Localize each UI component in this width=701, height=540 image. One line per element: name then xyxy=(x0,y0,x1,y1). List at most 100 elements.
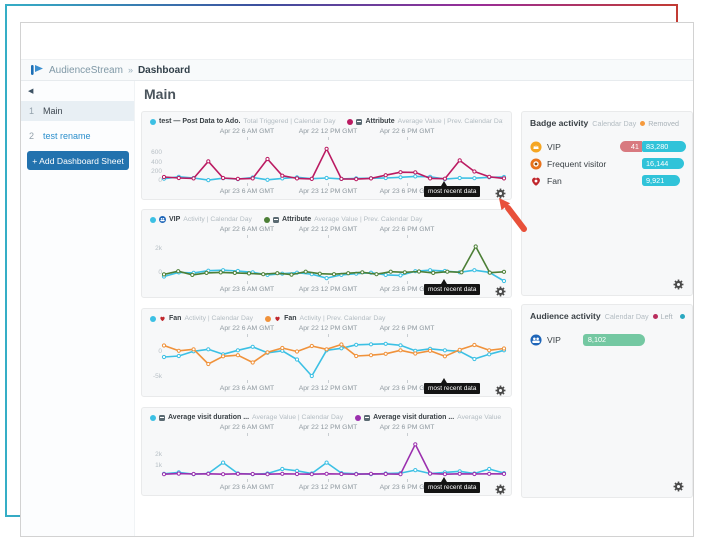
legend-entry: Attribute Average Value | Prev. Calendar… xyxy=(263,216,423,223)
gear-icon[interactable] xyxy=(495,284,506,297)
series-meta: Total Triggered | Calendar Day xyxy=(243,118,336,125)
most-recent-data-tooltip: most recent data xyxy=(424,284,481,295)
line-chart xyxy=(161,146,507,183)
attribute-icon xyxy=(272,216,279,223)
gear-icon[interactable] xyxy=(495,383,506,396)
x-tick-label: Apr 22 12 PM GMT xyxy=(298,128,358,135)
x-tick-label: Apr 23 6 PM GMT xyxy=(379,286,435,293)
triangle-up-marker xyxy=(441,181,447,186)
sidebar-collapse-icon[interactable]: ◀ xyxy=(28,87,34,95)
legend-label: Removed xyxy=(648,118,679,128)
panel-legend: Left Joined xyxy=(649,312,686,321)
series-meta: Average Value | Calendar Day xyxy=(252,414,344,421)
x-tick-label: Apr 23 12 PM GMT xyxy=(298,484,358,491)
series-meta: Activity | Calendar Day xyxy=(184,315,254,322)
sidebar-item-main[interactable]: 1 Main xyxy=(21,101,134,121)
y-tick-label: 1k xyxy=(155,461,162,469)
y-tick-label: 2k xyxy=(155,450,162,458)
panel-header: Badge activity Calendar Day Removed Assi… xyxy=(530,118,686,128)
sheet-label: test rename xyxy=(43,131,91,141)
series-name: Attribute xyxy=(365,118,395,125)
series-name: Fan xyxy=(169,315,182,322)
most-recent-data-tooltip: most recent data xyxy=(424,383,481,394)
assigned-count-pill: 9,921 xyxy=(642,175,680,186)
series-dot xyxy=(150,414,156,421)
badge-rows: VIP 41 83,280 Frequent visitor 16,144 xyxy=(530,138,686,189)
red-arrow-annotation xyxy=(499,198,527,232)
sheet-number: 1 xyxy=(29,106,35,116)
breadcrumb-bar: AudienceStream » Dashboard xyxy=(21,59,693,81)
most-recent-data-tooltip: most recent data xyxy=(424,482,481,493)
y-tick-label: -5k xyxy=(152,373,162,380)
panel-title: Audience activity xyxy=(530,311,601,321)
sidebar: ◀ 1 Main 2 test rename + Add Dashboard S… xyxy=(21,81,135,536)
badge-row-vip: VIP 41 83,280 xyxy=(530,138,686,155)
people-badge-icon xyxy=(159,216,166,223)
gear-icon[interactable] xyxy=(495,186,506,199)
y-tick-label: 400 xyxy=(151,158,162,166)
legend-entry: VIP Activity | Calendar Day xyxy=(150,216,252,223)
breadcrumb-separator-icon: » xyxy=(127,65,133,75)
heart-badge-icon xyxy=(530,175,542,187)
assigned-count-pill: 16,144 xyxy=(642,158,684,169)
add-dashboard-sheet-button[interactable]: + Add Dashboard Sheet xyxy=(27,151,129,170)
series-dot xyxy=(347,118,354,125)
legend-label: Left xyxy=(660,311,673,321)
triangle-up-marker xyxy=(441,279,447,284)
series-meta: Average Value | Prev. Calendar Day xyxy=(457,414,503,421)
x-tick-label: Apr 23 6 PM GMT xyxy=(379,385,435,392)
attribute-icon xyxy=(356,118,363,125)
legend-entry: Fan Activity | Prev. Calendar Day xyxy=(265,315,385,322)
x-tick-label: Apr 23 12 PM GMT xyxy=(298,286,358,293)
x-tick-label: Apr 23 12 PM GMT xyxy=(298,385,358,392)
sheet-label: Main xyxy=(43,106,63,116)
series-meta: Average Value | Prev. Calendar Day xyxy=(314,216,423,223)
y-tick-label: 600 xyxy=(151,149,162,157)
attribute-icon xyxy=(364,414,371,421)
audience-rows: VIP 8,102 xyxy=(530,331,686,348)
gear-icon[interactable] xyxy=(673,479,684,492)
breadcrumb-app[interactable]: AudienceStream xyxy=(49,64,123,76)
panel-legend: Removed Assigned xyxy=(636,119,686,128)
legend-entry: test — Post Data to Ado. Total Triggered… xyxy=(150,118,335,125)
series-meta: Activity | Calendar Day xyxy=(183,216,252,223)
audience-activity-panel: Audience activity Calendar Day Left Join… xyxy=(521,304,693,498)
series-meta: Activity | Prev. Calendar Day xyxy=(299,315,386,322)
x-tick-label: Apr 23 12 PM GMT xyxy=(298,188,358,195)
x-tick-label: Apr 22 12 PM GMT xyxy=(298,424,358,431)
x-tick-label: Apr 23 6 PM GMT xyxy=(379,188,435,195)
sidebar-item-test-rename[interactable]: 2 test rename xyxy=(21,126,134,146)
line-chart xyxy=(161,244,507,284)
gear-icon[interactable] xyxy=(673,277,684,290)
panel-header: Audience activity Calendar Day Left Join… xyxy=(530,311,686,321)
panel-subtitle: Calendar Day xyxy=(604,311,649,321)
chart-panel-fan: Fan Activity | Calendar Day Fan Activity… xyxy=(141,308,512,397)
line-chart xyxy=(161,442,507,477)
heart-badge-icon xyxy=(159,315,166,322)
x-tick-label: Apr 22 6 PM GMT xyxy=(379,424,435,431)
series-name: Average visit duration ... xyxy=(373,414,455,421)
y-axis: 0 -5k xyxy=(144,343,162,381)
panel-title: Badge activity xyxy=(530,118,589,128)
badge-label: Frequent visitor xyxy=(547,158,607,169)
series-name: VIP xyxy=(169,216,181,223)
x-tick-label: Apr 22 6 PM GMT xyxy=(379,226,435,233)
y-tick-label: 2k xyxy=(155,244,162,252)
audience-row-vip: VIP 8,102 xyxy=(530,331,686,348)
joined-dot xyxy=(679,313,685,319)
removed-count-pill: 41 xyxy=(620,141,642,152)
badge-activity-panel: Badge activity Calendar Day Removed Assi… xyxy=(521,111,693,296)
series-name: test — Post Data to Ado. xyxy=(159,118,241,125)
sheet-number: 2 xyxy=(29,131,35,141)
series-dot xyxy=(150,216,156,223)
chart-legend: VIP Activity | Calendar Day Attribute Av… xyxy=(150,214,503,225)
chart-legend: Fan Activity | Calendar Day Fan Activity… xyxy=(150,313,503,324)
series-dot xyxy=(150,315,156,322)
x-tick-label: Apr 23 6 AM GMT xyxy=(219,484,275,491)
gear-icon[interactable] xyxy=(495,482,506,495)
chart-legend: Average visit duration ... Average Value… xyxy=(150,412,503,423)
joined-count-pill: 8,102 xyxy=(582,333,645,346)
crown-badge-icon xyxy=(530,140,542,153)
legend-entry: Average visit duration ... Average Value… xyxy=(150,414,343,421)
